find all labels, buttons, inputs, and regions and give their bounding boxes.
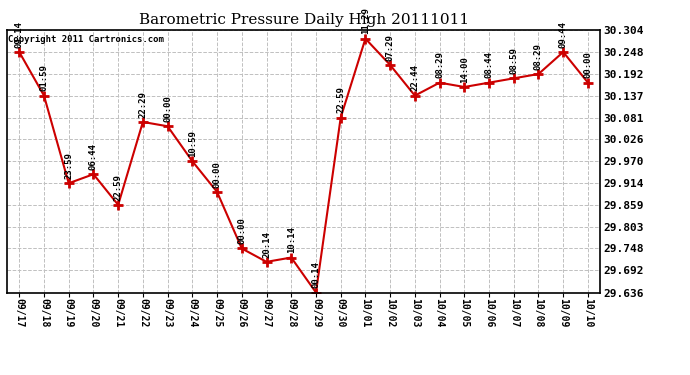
- Text: 11:29: 11:29: [361, 8, 370, 34]
- Text: 07:29: 07:29: [386, 34, 395, 61]
- Text: 09:14: 09:14: [14, 21, 23, 48]
- Text: 22:59: 22:59: [336, 87, 345, 114]
- Text: 14:00: 14:00: [460, 56, 469, 83]
- Text: 06:44: 06:44: [89, 143, 98, 170]
- Title: Barometric Pressure Daily High 20111011: Barometric Pressure Daily High 20111011: [139, 13, 469, 27]
- Text: 08:59: 08:59: [509, 47, 518, 74]
- Text: Copyright 2011 Cartronics.com: Copyright 2011 Cartronics.com: [8, 35, 164, 44]
- Text: 22:44: 22:44: [411, 64, 420, 92]
- Text: 09:44: 09:44: [559, 21, 568, 48]
- Text: 10:59: 10:59: [188, 130, 197, 157]
- Text: 08:29: 08:29: [435, 52, 444, 78]
- Text: 22:59: 22:59: [114, 174, 123, 201]
- Text: 08:29: 08:29: [534, 43, 543, 70]
- Text: 00:00: 00:00: [584, 52, 593, 78]
- Text: 20:14: 20:14: [262, 231, 271, 258]
- Text: 23:59: 23:59: [64, 152, 73, 179]
- Text: 08:44: 08:44: [484, 52, 493, 78]
- Text: 00:00: 00:00: [213, 161, 221, 188]
- Text: 00:00: 00:00: [163, 95, 172, 122]
- Text: 22:29: 22:29: [139, 91, 148, 118]
- Text: 00:00: 00:00: [237, 217, 246, 244]
- Text: 00:14: 00:14: [311, 261, 320, 288]
- Text: 10:14: 10:14: [287, 226, 296, 254]
- Text: 01:59: 01:59: [39, 64, 48, 92]
